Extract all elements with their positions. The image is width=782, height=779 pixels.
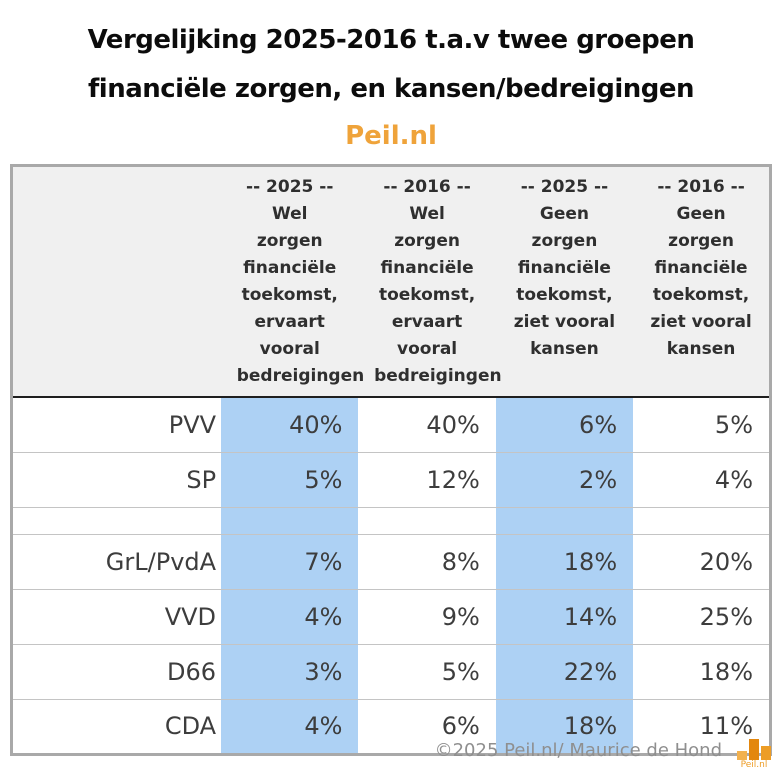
value-cell: 6%	[495, 397, 634, 452]
table-row-CDA: CDA 4% 6% 18% 11%	[11, 698, 771, 754]
spacer-row	[11, 506, 771, 534]
value-cell: 40%	[358, 397, 496, 452]
party-label: CDA	[11, 698, 222, 754]
column-year-label: -- 2016 --	[383, 177, 471, 197]
table-row-PVV: PVV 40% 40% 6% 5%	[11, 397, 771, 452]
title-block: Vergelijking 2025-2016 t.a.v twee groepe…	[0, 0, 782, 158]
value-cell: 12%	[358, 451, 496, 507]
value-cell: 25%	[633, 588, 771, 644]
bar-chart-icon	[732, 738, 776, 760]
value-cell: 22%	[495, 643, 634, 699]
column-header-1: -- 2025 -- Wel zorgen financiële toekomst…	[221, 165, 365, 398]
value-cell: 5%	[358, 643, 496, 699]
brand-title: Peil.nl	[345, 121, 437, 151]
value-cell: 14%	[495, 588, 634, 644]
column-header-4: -- 2016 -- Geen zorgen financiële toekoms…	[633, 165, 771, 398]
value-cell: 2%	[495, 451, 634, 507]
value-cell: 18%	[633, 643, 771, 699]
poll-table: -- 2025 -- Wel zorgen financiële toekomst…	[10, 164, 772, 756]
table-row-GrL/PvdA: GrL/PvdA 7% 8% 18% 20%	[11, 533, 771, 589]
logo-wordmark: Peil.nl	[740, 760, 768, 770]
column-description-label: Geen zorgen financiële toekomst, ziet vo…	[650, 204, 752, 359]
party-label: D66	[11, 643, 222, 699]
party-label: GrL/PvdA	[11, 533, 222, 589]
column-year-label: -- 2025 --	[520, 177, 609, 197]
logo-bar-medium	[761, 746, 771, 760]
table-row-D66: D66 3% 5% 22% 18%	[11, 643, 771, 699]
logo-bar-tall	[749, 739, 759, 760]
comparison-table: -- 2025 -- Wel zorgen financiële toekomst…	[10, 164, 772, 756]
value-cell: 4%	[633, 451, 771, 507]
page-title-line-2: financiële zorgen, en kansen/bedreiginge…	[87, 74, 695, 104]
table-row-SP: SP 5% 12% 2% 4%	[11, 451, 771, 507]
peil-logo: Peil.nl	[732, 738, 776, 771]
party-label: VVD	[11, 588, 222, 644]
party-label: PVV	[11, 397, 222, 452]
value-cell	[495, 506, 634, 534]
value-cell	[633, 506, 771, 534]
table-row-VVD: VVD 4% 9% 14% 25%	[11, 588, 771, 644]
value-cell: 5%	[633, 397, 771, 452]
value-cell	[221, 506, 359, 534]
column-year-label: -- 2016 --	[657, 177, 745, 197]
value-cell: 5%	[221, 451, 359, 507]
party-label: SP	[11, 451, 222, 507]
value-cell	[358, 506, 496, 534]
value-cell: 8%	[358, 533, 496, 589]
value-cell: 4%	[221, 588, 359, 644]
column-year-label: -- 2025 --	[246, 177, 334, 197]
column-description-label: Geen zorgen financiële toekomst, ziet vo…	[513, 204, 616, 359]
copyright-credit: ©2025 Peil.nl/ Maurice de Hond	[434, 740, 722, 761]
page-title-line-1: Vergelijking 2025-2016 t.a.v twee groepe…	[87, 25, 695, 55]
column-description-label: Wel zorgen financiële toekomst, ervaart …	[374, 204, 502, 386]
value-cell: 3%	[221, 643, 359, 699]
table-corner-cell	[11, 165, 222, 398]
value-cell: 11%	[633, 698, 771, 754]
column-header-2: -- 2016 -- Wel zorgen financiële toekomst…	[358, 165, 502, 398]
logo-bar-short	[737, 751, 747, 760]
table-header-row: -- 2025 -- Wel zorgen financiële toekomst…	[11, 165, 771, 398]
column-header-3: -- 2025 -- Geen zorgen financiële toekoms…	[495, 165, 634, 398]
value-cell: 20%	[633, 533, 771, 589]
footer: ©2025 Peil.nl/ Maurice de Hond Peil.nl	[435, 731, 776, 771]
value-cell: 9%	[358, 588, 496, 644]
value-cell: 4%	[221, 698, 359, 754]
column-description-label: Wel zorgen financiële toekomst, ervaart …	[236, 204, 365, 386]
party-label	[11, 506, 222, 534]
value-cell: 40%	[221, 397, 359, 452]
value-cell: 18%	[495, 698, 634, 754]
value-cell: 7%	[221, 533, 359, 589]
value-cell: 18%	[495, 533, 634, 589]
value-cell: 6%	[358, 698, 496, 754]
